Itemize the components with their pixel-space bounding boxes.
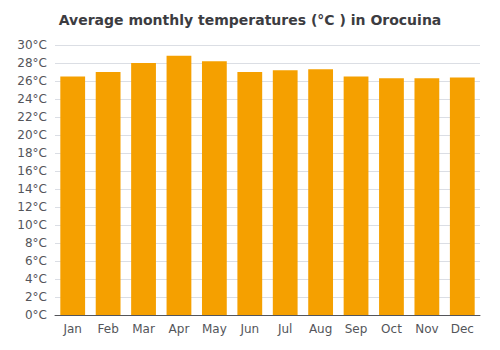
svg-text:Mar: Mar (132, 322, 155, 336)
svg-text:Oct: Oct (381, 322, 402, 336)
svg-text:Average monthly temperatures (: Average monthly temperatures (°C ) in Or… (59, 12, 442, 28)
svg-text:Apr: Apr (169, 322, 190, 336)
svg-text:16°C: 16°C (17, 164, 47, 178)
svg-text:30°C: 30°C (17, 38, 47, 52)
svg-text:26°C: 26°C (17, 74, 47, 88)
svg-text:18°C: 18°C (17, 146, 47, 160)
svg-text:Jan: Jan (62, 322, 82, 336)
svg-text:May: May (202, 322, 227, 336)
svg-text:8°C: 8°C (25, 236, 47, 250)
svg-text:Sep: Sep (345, 322, 368, 336)
svg-text:Feb: Feb (98, 322, 119, 336)
svg-text:14°C: 14°C (17, 182, 47, 196)
svg-text:28°C: 28°C (17, 56, 47, 70)
svg-text:4°C: 4°C (25, 272, 47, 286)
svg-text:Nov: Nov (415, 322, 438, 336)
svg-text:10°C: 10°C (17, 218, 47, 232)
svg-text:24°C: 24°C (17, 92, 47, 106)
svg-text:12°C: 12°C (17, 200, 47, 214)
svg-text:0°C: 0°C (25, 308, 47, 322)
svg-text:6°C: 6°C (25, 254, 47, 268)
svg-text:Aug: Aug (309, 322, 332, 336)
svg-text:2°C: 2°C (25, 290, 47, 304)
svg-text:22°C: 22°C (17, 110, 47, 124)
svg-text:Jun: Jun (239, 322, 259, 336)
svg-text:Jul: Jul (277, 322, 292, 336)
svg-text:20°C: 20°C (17, 128, 47, 142)
svg-text:Dec: Dec (451, 322, 474, 336)
